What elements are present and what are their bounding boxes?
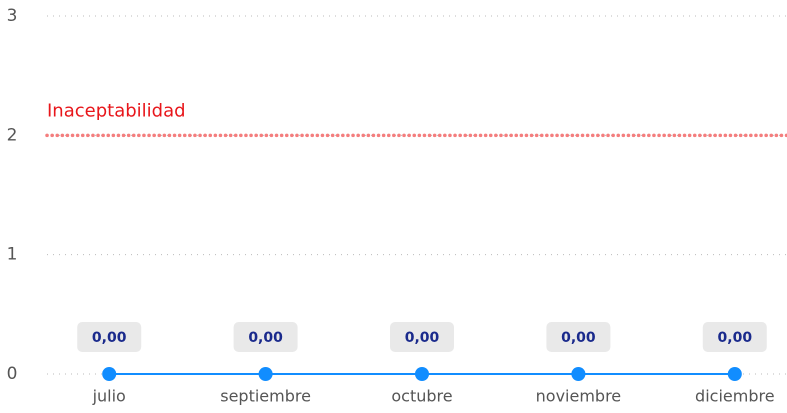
data-point	[258, 367, 273, 381]
data-point	[727, 367, 742, 381]
data-label: 0,00	[405, 330, 440, 346]
data-label-bg	[77, 322, 142, 352]
x-tick-label: octubre	[391, 387, 452, 406]
x-tick-label: diciembre	[695, 387, 775, 406]
data-label: 0,00	[718, 330, 753, 346]
data-point	[571, 367, 586, 381]
data-label-bg	[233, 322, 298, 352]
reference-label: Inaceptabilidad	[47, 100, 186, 121]
y-tick-label: 3	[7, 6, 18, 26]
y-tick-label: 0	[7, 364, 18, 384]
x-tick-label: septiembre	[220, 387, 311, 406]
data-point	[415, 367, 429, 381]
data-label: 0,00	[92, 330, 127, 346]
data-label-bg	[390, 322, 454, 352]
data-label: 0,00	[561, 330, 596, 346]
data-label: 0,00	[248, 330, 283, 346]
x-tick-label: julio	[92, 387, 126, 406]
y-tick-label: 1	[7, 245, 18, 265]
y-tick-label: 2	[7, 125, 18, 145]
data-label-bg	[702, 322, 767, 352]
x-tick-label: noviembre	[536, 387, 622, 406]
data-point	[102, 367, 117, 381]
data-label-bg	[546, 322, 611, 352]
